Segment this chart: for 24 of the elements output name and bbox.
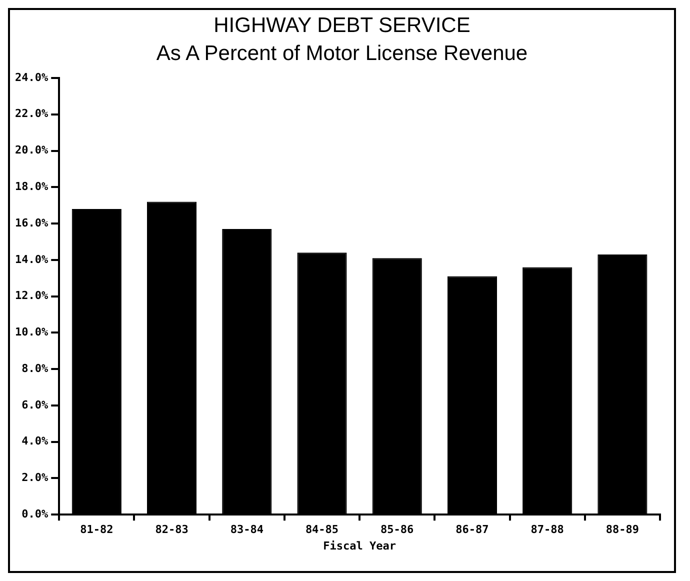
y-tick-label: 14.0%	[14, 252, 48, 266]
x-tick-label: 87-88	[530, 523, 564, 536]
y-tick-label: 18.0%	[14, 180, 48, 194]
y-tick-label: 6.0%	[22, 398, 48, 412]
x-tick-label: 82-83	[155, 523, 188, 536]
y-tick-label: 0.0%	[22, 507, 48, 520]
y-tick-label: 22.0%	[14, 107, 48, 120]
y-tick-label: 4.0%	[22, 434, 48, 448]
y-tick-label: 12.0%	[14, 289, 48, 302]
y-tick-label: 20.0%	[14, 144, 48, 157]
x-tick-label: 84-85	[305, 523, 339, 536]
x-axis-title: Fiscal Year	[323, 539, 396, 552]
y-tick-label: 8.0%	[22, 362, 48, 375]
x-tick-label: 85-86	[380, 523, 414, 536]
y-tick-label: 24.0%	[14, 70, 48, 84]
y-tick-label: 10.0%	[14, 326, 48, 339]
chart-title: HIGHWAY DEBT SERVICE	[212, 13, 472, 39]
chart-subtitle: As A Percent of Motor License Revenue	[155, 41, 529, 67]
y-tick-label: 16.0%	[14, 216, 48, 230]
x-tick-label: 83-84	[230, 523, 264, 536]
x-tick-label: 88-89	[606, 523, 640, 536]
x-tick-label: 86-87	[456, 523, 489, 536]
y-tick-label: 2.0%	[22, 471, 48, 484]
x-tick-label: 81-82	[80, 523, 114, 536]
